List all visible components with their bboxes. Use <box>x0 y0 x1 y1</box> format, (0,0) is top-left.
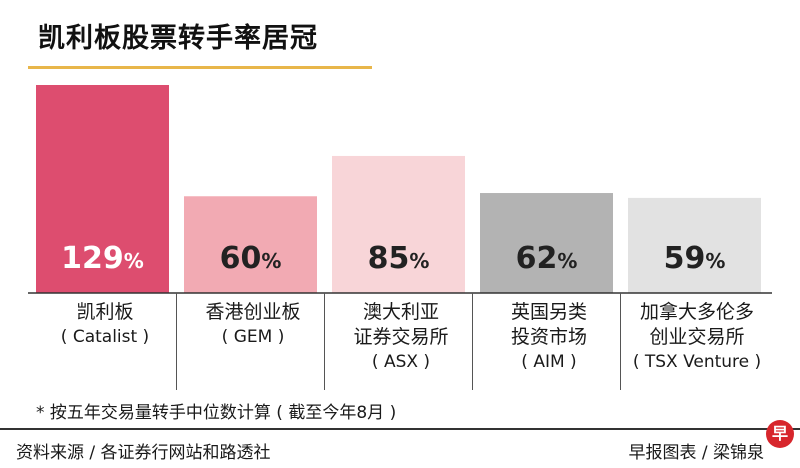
bar-value-label-2: 85% <box>368 241 430 276</box>
bar-value-label-3: 62% <box>516 241 578 276</box>
chart-title: 凯利板股票转手率居冠 <box>38 23 318 54</box>
category-label-1: 香港创业板( GEM ) <box>205 301 301 347</box>
category-label-2: 澳大利亚 证券交易所( ASX ) <box>353 301 449 372</box>
bar-2 <box>332 155 465 293</box>
bar-1 <box>184 196 317 293</box>
bar-value-label-1: 60% <box>220 241 282 276</box>
bar-chart: 129% 60% 85% 62% 59% <box>28 85 772 390</box>
bar-value-label-0: 129% <box>61 241 144 276</box>
source-text: 资料来源 / 各证券行网站和路透社 <box>16 443 271 463</box>
bar-0 <box>36 85 169 293</box>
footnote: * 按五年交易量转手中位数计算 ( 截至今年8月 ) <box>36 403 397 423</box>
category-label-3: 英国另类 投资市场( AIM ) <box>510 301 587 372</box>
category-label-0: 凯利板( Catalist ) <box>60 301 150 347</box>
credit-text: 早报图表 / 梁锦泉 <box>628 443 764 463</box>
bars-group: 129% 60% 85% 62% 59% <box>36 85 761 293</box>
zaobao-logo: 早 <box>766 420 794 448</box>
bar-3 <box>480 193 613 293</box>
bar-4 <box>628 197 761 293</box>
category-label-4: 加拿大多伦多 创业交易所( TSX Venture ) <box>632 301 762 372</box>
footer-rule <box>0 428 800 430</box>
bar-value-label-4: 59% <box>664 241 726 276</box>
dividers-group <box>176 293 621 390</box>
title-underline <box>28 66 372 69</box>
